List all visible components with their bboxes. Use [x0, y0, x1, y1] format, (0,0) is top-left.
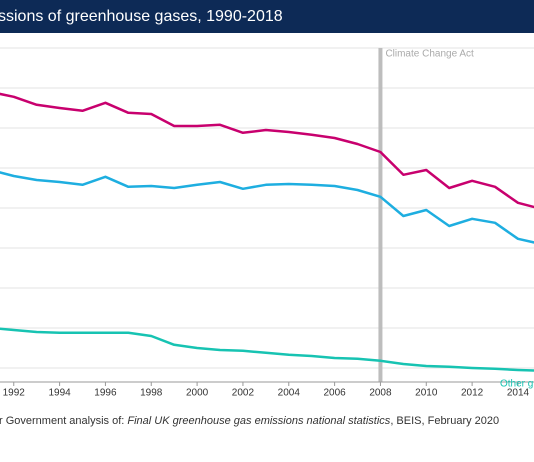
source-note: r Government analysis of: Final UK green… [0, 415, 499, 427]
x-tick-label: 2004 [278, 388, 301, 399]
x-tick-label: 1994 [48, 388, 71, 399]
x-tick-label: 2000 [186, 388, 209, 399]
series-line [0, 171, 534, 244]
series-label: Other g [500, 378, 533, 389]
source-suffix: , BEIS, February 2020 [390, 415, 499, 427]
chart-title: ssions of greenhouse gases, 1990-2018 [0, 8, 283, 25]
x-tick-label: 1998 [140, 388, 163, 399]
x-tick-label: 1996 [94, 388, 117, 399]
x-tick-label: 2012 [461, 388, 484, 399]
x-tick-label: 2008 [369, 388, 392, 399]
source-prefix: r Government analysis of: [0, 415, 127, 427]
x-tick-label: 2010 [415, 388, 438, 399]
series-line [0, 92, 534, 209]
series-line [0, 327, 534, 372]
annotation-label: Climate Change Act [385, 49, 474, 60]
header-band [0, 0, 534, 33]
x-tick-label: 2014 [507, 388, 530, 399]
x-tick-label: 2006 [323, 388, 346, 399]
source-title: Final UK greenhouse gas emissions nation… [127, 415, 390, 427]
x-tick-label: 1992 [3, 388, 26, 399]
x-tick-label: 2002 [232, 388, 255, 399]
